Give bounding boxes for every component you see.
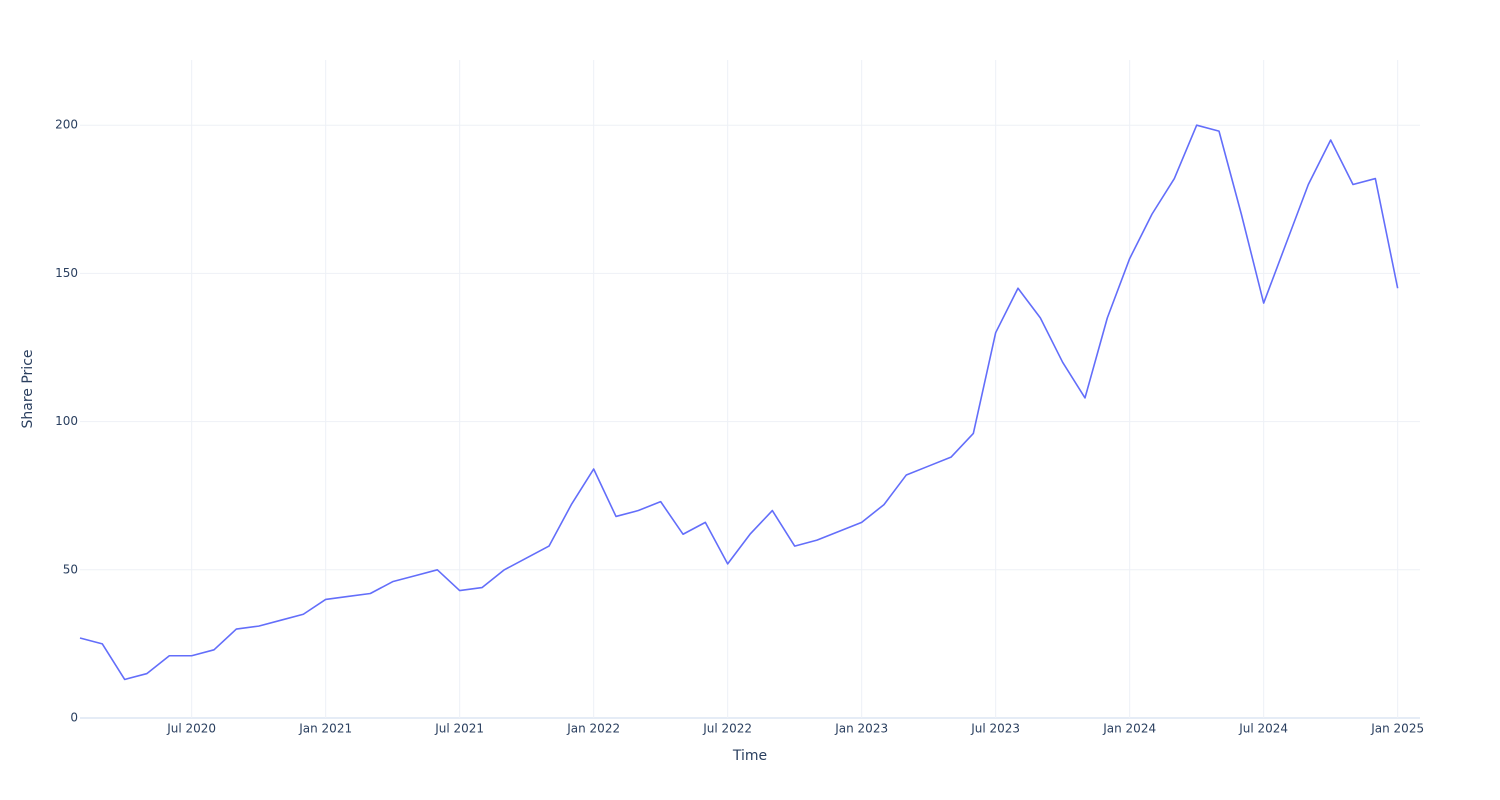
x-tick-label: Jul 2023	[970, 722, 1020, 736]
x-tick-label: Jul 2024	[1238, 722, 1288, 736]
x-axis-title: Time	[732, 748, 767, 764]
x-tick-label: Jan 2023	[834, 722, 888, 736]
y-tick-label: 100	[55, 414, 78, 428]
y-tick-label: 200	[55, 118, 78, 132]
x-tick-label: Jul 2021	[434, 722, 484, 736]
y-tick-label: 150	[55, 266, 78, 280]
y-tick-label: 50	[63, 562, 78, 576]
x-tick-label: Jan 2022	[566, 722, 620, 736]
price-line	[79, 124, 1399, 681]
x-tick-label: Jul 2022	[702, 722, 752, 736]
y-tick-label: 0	[70, 711, 78, 725]
x-tick-label: Jan 2021	[298, 722, 352, 736]
x-tick-label: Jan 2024	[1102, 722, 1156, 736]
y-axis-title: Share Price	[20, 349, 36, 428]
x-tick-label: Jan 2025	[1370, 722, 1424, 736]
x-tick-label: Jul 2020	[166, 722, 216, 736]
